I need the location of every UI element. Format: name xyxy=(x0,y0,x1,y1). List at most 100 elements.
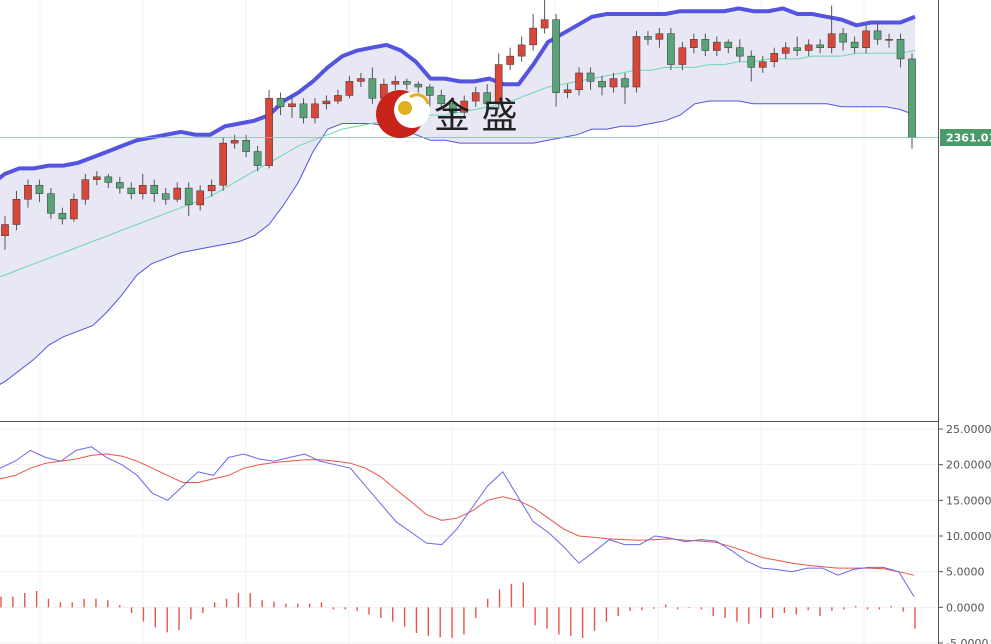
candle xyxy=(839,28,847,51)
candle xyxy=(127,182,136,200)
candle-body xyxy=(735,47,744,57)
candle xyxy=(494,53,503,110)
candle xyxy=(425,84,434,107)
candle-body xyxy=(116,182,124,189)
candle xyxy=(540,0,549,34)
candle-body xyxy=(586,72,595,82)
candle-body xyxy=(138,184,147,194)
macd-line xyxy=(0,446,915,597)
right-price-axis[interactable]: 2361.01 xyxy=(938,0,991,644)
candle-body xyxy=(781,47,790,54)
candle-body xyxy=(816,44,824,48)
candle xyxy=(116,176,124,194)
candle xyxy=(690,33,698,54)
candle-body xyxy=(70,199,78,220)
candle xyxy=(655,28,664,48)
candle-body xyxy=(552,19,560,93)
candle-body xyxy=(862,30,870,48)
price-pane[interactable] xyxy=(0,0,938,421)
candle xyxy=(621,72,629,104)
candle-body xyxy=(483,92,492,105)
tick-label: 20.0000 xyxy=(946,459,991,472)
tick-label: 25.0000 xyxy=(946,423,991,436)
candle xyxy=(403,78,411,90)
candle xyxy=(885,33,893,48)
candle xyxy=(1,216,9,250)
watermark-logo: 金 盛 xyxy=(376,90,517,138)
candle-body xyxy=(908,58,916,138)
candle xyxy=(150,179,159,203)
candle-body xyxy=(322,100,331,105)
candle-body xyxy=(471,92,480,102)
candle-body xyxy=(425,86,434,96)
candle xyxy=(873,22,882,45)
candle-body xyxy=(104,176,113,183)
candle xyxy=(196,185,204,211)
price-tag xyxy=(940,128,991,146)
candle xyxy=(288,95,296,118)
candle xyxy=(81,174,90,205)
candle xyxy=(47,188,55,219)
candle-body xyxy=(58,213,67,220)
candle xyxy=(563,84,572,99)
candle-body xyxy=(678,47,687,65)
candle xyxy=(12,190,21,231)
candle xyxy=(735,39,744,62)
candle xyxy=(529,14,537,51)
candle-body xyxy=(12,199,21,225)
candle xyxy=(448,98,457,121)
candle xyxy=(758,56,767,73)
candle-body xyxy=(357,78,365,82)
candle-body xyxy=(265,97,273,166)
macd-axis-ticks: 25.0000 20.0000 15.0000 10.0000 5.0000 0.0000… xyxy=(938,423,991,644)
candle xyxy=(161,188,170,205)
candle xyxy=(517,36,526,62)
candle-body xyxy=(437,95,446,105)
candle xyxy=(184,182,193,217)
macd-pane[interactable]: 25.0000 20.0000 15.0000 10.0000 5.0000 0.0000… xyxy=(0,422,991,644)
candle xyxy=(781,42,790,59)
candle xyxy=(793,36,801,57)
candle xyxy=(70,193,78,222)
candle xyxy=(138,174,147,200)
candle-body xyxy=(391,81,400,85)
candle-body xyxy=(724,41,733,48)
candle xyxy=(265,89,273,169)
candle xyxy=(713,36,721,57)
candle xyxy=(104,174,113,189)
candle-body xyxy=(575,72,583,91)
candle xyxy=(862,25,870,54)
candle xyxy=(816,39,824,54)
candle-body xyxy=(540,19,549,29)
candle-body xyxy=(403,81,411,85)
candle-body xyxy=(414,83,423,88)
candle-body xyxy=(747,55,756,68)
candle-body xyxy=(24,184,32,200)
candle-body xyxy=(448,103,457,113)
candle xyxy=(827,5,836,54)
candle xyxy=(552,14,560,107)
logo-gold-coin xyxy=(398,101,412,115)
candle xyxy=(632,30,641,93)
candle xyxy=(850,36,859,54)
candle xyxy=(460,95,469,118)
candle-body xyxy=(621,78,629,88)
candle xyxy=(471,87,480,107)
candle-body xyxy=(896,39,905,60)
logo-gold-arc xyxy=(409,93,430,105)
tick-label: 15.0000 xyxy=(946,494,991,507)
candle-body xyxy=(701,39,710,51)
candle xyxy=(598,75,606,96)
candle-body xyxy=(827,33,836,48)
candle-body xyxy=(150,184,159,194)
candle xyxy=(242,134,250,158)
tick-label: -5.0000 xyxy=(946,637,988,644)
tick-label: 0.0000 xyxy=(946,601,985,614)
bollinger-lower-line xyxy=(0,100,916,385)
candle-body xyxy=(609,78,618,88)
candle-body xyxy=(253,151,262,166)
candle-body xyxy=(334,95,342,102)
candle xyxy=(345,75,354,99)
candle-body xyxy=(93,176,101,180)
